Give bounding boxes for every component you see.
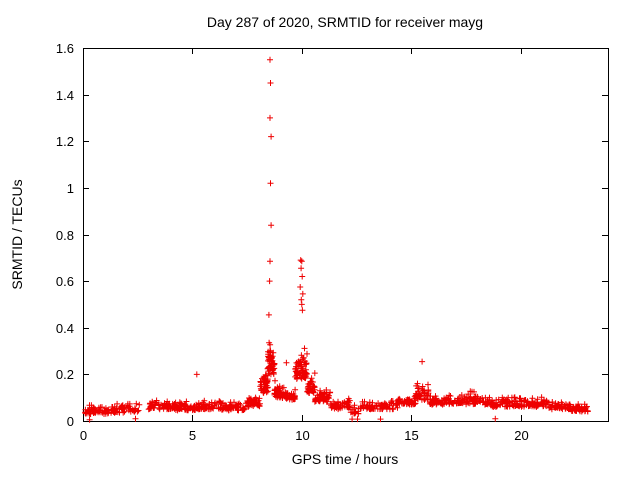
chart-title: Day 287 of 2020, SRMTID for receiver may… [207, 14, 483, 30]
y-tick-label: 1.2 [56, 134, 74, 149]
x-tick-label: 20 [514, 428, 528, 443]
plot-border [83, 48, 609, 422]
y-tick-label: 1.4 [56, 88, 74, 103]
x-tick-label: 15 [404, 428, 418, 443]
y-tick-label: 0.8 [56, 228, 74, 243]
y-axis-label: SRMTID / TECUs [9, 179, 25, 289]
y-tick-label: 0.6 [56, 274, 74, 289]
x-tick-label: 5 [189, 428, 196, 443]
y-tick-label: 1 [67, 181, 74, 196]
y-tick-label: 0.4 [56, 321, 74, 336]
scatter-points [82, 56, 591, 423]
x-axis-label: GPS time / hours [292, 451, 399, 467]
plot-area: 0 5 10 15 20 0 0.2 0.4 0.6 0.8 1 1.2 1.4 1.6 [56, 41, 609, 443]
y-tick-label: 0 [67, 414, 74, 429]
x-tick-label: 0 [80, 428, 87, 443]
x-tick-label: 10 [295, 428, 309, 443]
y-tick-label: 1.6 [56, 41, 74, 56]
y-tick-label: 0.2 [56, 367, 74, 382]
